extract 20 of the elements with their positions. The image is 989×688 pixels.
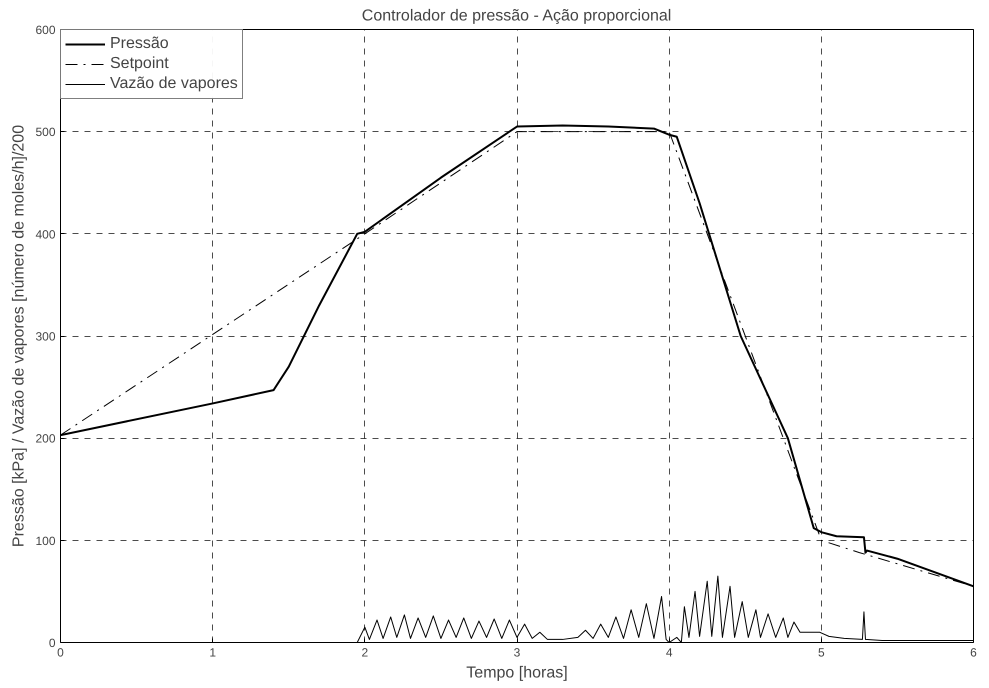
legend-label: Vazão de vapores	[110, 75, 238, 93]
x-tick-label: 5	[818, 646, 825, 660]
legend-label: Setpoint	[110, 55, 169, 73]
chart-title: Controlador de pressão - Ação proporcional	[362, 8, 672, 24]
y-tick-label: 300	[35, 330, 56, 344]
x-tick-label: 0	[57, 646, 64, 660]
y-tick-label: 400	[35, 227, 56, 242]
x-axis-title: Tempo [horas]	[466, 664, 568, 682]
x-tick-label: 3	[514, 646, 521, 660]
legend-label: Pressão	[110, 35, 169, 53]
y-tick-label: 100	[35, 534, 56, 548]
y-tick-label: 0	[48, 636, 56, 650]
x-tick-label: 6	[970, 646, 978, 660]
y-axis-title: Pressão [kPa] / Vazão de vapores [número de moles/h]/200	[10, 124, 28, 548]
y-tick-label: 600	[35, 23, 56, 37]
x-tick-label: 2	[361, 646, 368, 660]
x-tick-label: 1	[209, 646, 216, 660]
y-tick-label: 200	[35, 432, 56, 446]
y-tick-label: 500	[35, 125, 56, 140]
x-tick-label: 4	[666, 646, 673, 660]
